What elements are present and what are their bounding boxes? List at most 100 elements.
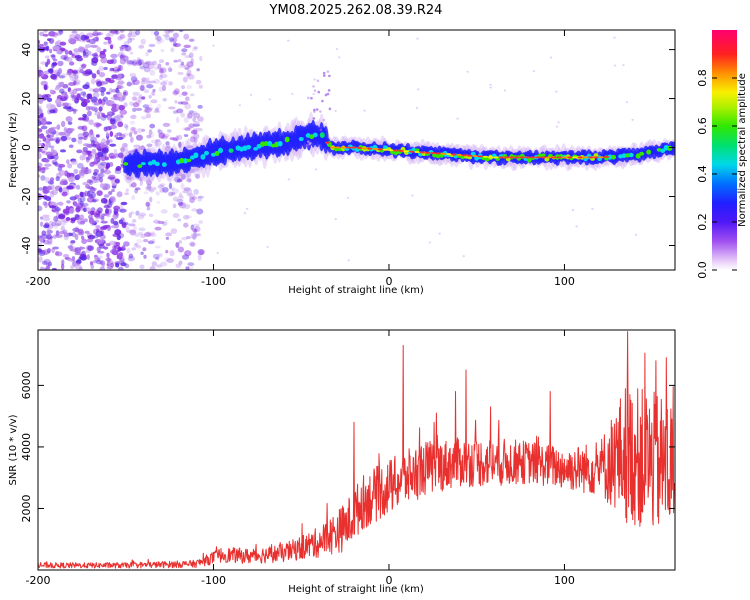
spectrogram-noise-dot — [126, 81, 132, 87]
spectrogram-noise-dot — [184, 250, 192, 257]
spectrogram-noise-dot — [101, 112, 105, 117]
spectrogram-noise-dot — [45, 233, 52, 238]
spectrogram-noise-dot — [192, 123, 200, 127]
spectrogram-noise-dot — [73, 168, 79, 174]
spectrogram-noise-dot — [45, 45, 50, 52]
spectrogram-noise-dot — [90, 220, 95, 226]
spectrogram-noise-dot — [135, 99, 141, 105]
spectrogram-noise-dot — [187, 178, 192, 183]
spectrogram-noise-dot — [415, 107, 419, 110]
spectrogram-noise-dot — [79, 66, 84, 70]
snr-x-tick-label: -200 — [26, 574, 51, 587]
spectrogram-noise-dot — [164, 34, 171, 41]
spectrogram-noise-dot — [146, 206, 151, 211]
spectrogram-noise-dot — [41, 166, 49, 170]
spectrogram-noise-dot — [155, 140, 163, 147]
spectrogram-noise-dot — [43, 189, 50, 194]
spectrogram-noise-dot — [85, 156, 92, 160]
spectrogram-noise-dot — [154, 245, 161, 249]
colorbar-tick-label: 0.2 — [696, 213, 709, 231]
spectrogram-noise-dot — [125, 188, 129, 193]
spectrogram-noise-dot — [75, 184, 81, 190]
spectrogram-ridge-peak — [377, 148, 383, 151]
spectrogram-ridge-peak — [340, 146, 346, 149]
spectrogram-noise-dot — [55, 223, 61, 227]
spectrogram-noise-dot — [55, 176, 60, 182]
spectrogram-noise-dot — [53, 215, 59, 222]
snr-ticks: -200 -100 0 100 2000 4000 6000 — [20, 330, 675, 587]
spectrogram-noise-dot — [137, 232, 144, 235]
spectrogram-noise-dot — [416, 37, 419, 40]
spectrogram-noise-dot — [38, 249, 46, 257]
spectrogram-noise-dot — [111, 185, 117, 189]
spectrogram-noise-dot — [95, 260, 103, 265]
spectrogram-noise-dot — [192, 117, 197, 122]
snr-y-tick-label: 2000 — [20, 494, 33, 522]
spectrogram-noise-dot — [69, 128, 75, 132]
spectrogram-x-tick-label: 0 — [385, 275, 392, 288]
spectrogram-ridge-core — [179, 157, 185, 164]
spectrogram-noise-dot — [188, 241, 196, 247]
spectrogram-ridge-peak — [514, 156, 520, 159]
spectrogram-noise-dot — [147, 240, 155, 245]
spectrogram-noise-dot — [140, 116, 147, 120]
spectrogram-noise-dot — [139, 264, 145, 270]
spectrogram-noise-dot — [40, 125, 48, 130]
spectrogram-noise-dot — [150, 139, 157, 144]
spectrogram-noise-dot — [52, 45, 60, 51]
spectrogram-noise-dot — [60, 135, 68, 142]
spectrogram-noise-dot — [140, 80, 146, 85]
spectrogram-noise-dot — [64, 102, 72, 107]
spectrogram-noise-dot — [197, 248, 205, 256]
spectrogram-noise-dot — [189, 136, 196, 143]
spectrogram-noise-dot — [143, 89, 150, 94]
spectrogram-noise-dot — [188, 123, 196, 128]
spectrogram-noise-dot — [148, 188, 155, 193]
spectrogram-noise-dot — [165, 249, 169, 254]
spectrogram-noise-dot — [106, 91, 111, 95]
spectrogram-noise-dot — [99, 260, 106, 266]
spectrogram-noise-dot — [73, 36, 80, 42]
spectrogram-noise-dot — [489, 83, 492, 86]
spectrogram-ridge-core — [284, 136, 290, 143]
spectrogram-noise-dot — [100, 220, 108, 224]
spectrogram-noise-dot — [154, 107, 160, 112]
spectrogram-noise-dot — [105, 224, 111, 228]
spectrogram-noise-dot — [39, 237, 44, 243]
spectrogram-noise-dot — [130, 76, 138, 82]
spectrogram-noise-dot — [135, 239, 143, 244]
spectrogram-noise-dot — [76, 149, 83, 154]
spectrogram-noise-dot — [126, 60, 134, 66]
spectrogram-noise-dot — [115, 89, 120, 94]
spectrogram-noise-dot — [180, 183, 185, 190]
spectrogram-ridge-peak — [367, 147, 373, 150]
spectrogram-noise-dot — [183, 222, 189, 228]
spectrogram-noise-dot — [72, 227, 80, 233]
spectrogram-noise-dot — [129, 61, 137, 65]
spectrogram-noise-dot — [307, 96, 310, 100]
spectrogram-noise-dot — [82, 181, 89, 186]
spectrogram-noise-dot — [118, 152, 124, 159]
spectrogram-noise-dot — [77, 125, 84, 130]
spectrogram-noise-dot — [334, 109, 337, 112]
spectrogram-noise-dot — [162, 97, 167, 102]
spectrogram-noise-dot — [82, 47, 89, 52]
spectrogram-noise-dot — [114, 229, 122, 236]
spectrogram-ridge-peak — [519, 156, 525, 159]
spectrogram-noise-dot — [97, 151, 104, 158]
spectrogram-noise-dot — [128, 132, 133, 137]
spectrogram-noise-dot — [78, 136, 84, 140]
spectrogram-noise-dot — [38, 132, 41, 136]
spectrogram-noise-dot — [118, 105, 126, 111]
spectrogram-noise-dot — [130, 126, 135, 134]
spectrogram-noise-dot — [555, 125, 559, 128]
spectrogram-noise-dot — [188, 52, 194, 59]
spectrogram-noise-dot — [122, 55, 129, 62]
snr-x-axis-label: Height of straight line (km) — [288, 584, 424, 595]
spectrogram-noise-dot — [135, 107, 143, 112]
spectrogram-noise-dot — [47, 180, 54, 185]
spectrogram-noise-dot — [85, 150, 93, 155]
spectrogram-noise-dot — [171, 192, 176, 196]
spectrogram-noise-dot — [132, 79, 140, 86]
spectrogram-ridge-core — [319, 132, 325, 139]
